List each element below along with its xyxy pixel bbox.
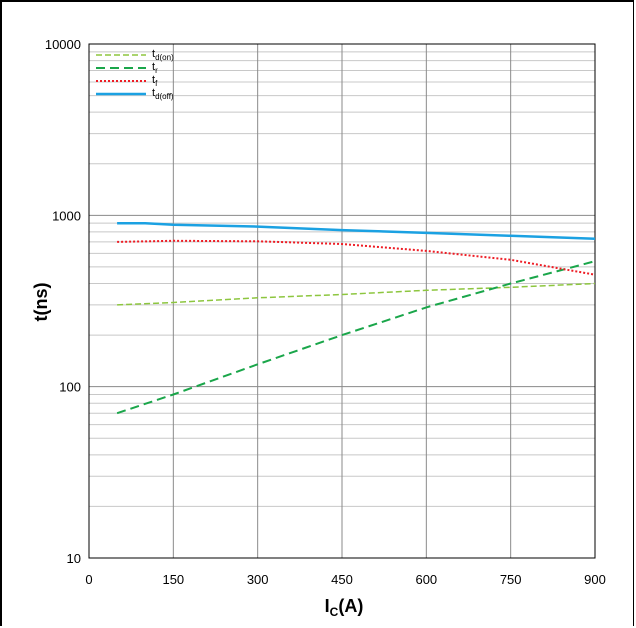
x-axis-ticks: 0 150 300 450 600 750 900	[85, 572, 605, 587]
y-axis-title: t(ns)	[31, 283, 51, 322]
legend-label: td(off)	[152, 87, 174, 101]
y-tick-label: 1000	[52, 208, 81, 223]
y-axis-ticks: 10 100 1000 10000	[45, 37, 81, 566]
series-line-tdoff	[117, 221, 596, 241]
x-tick-label: 150	[162, 572, 184, 587]
legend-label-sub: f	[155, 79, 158, 88]
series-line-tdon	[117, 282, 596, 306]
x-axis-title-sub: C	[330, 605, 339, 619]
y-tick-label: 10000	[45, 37, 81, 52]
legend-label-sub: d(on)	[155, 53, 174, 62]
legend-label-main: t	[152, 48, 155, 60]
major-gridlines	[88, 43, 596, 559]
legend-label-sub: r	[155, 66, 158, 75]
x-tick-label: 450	[331, 572, 353, 587]
x-axis-title-tail: (A)	[338, 596, 363, 616]
series-line-tf	[117, 239, 596, 276]
x-tick-label: 900	[584, 572, 606, 587]
legend-label-main: t	[152, 61, 155, 73]
y-tick-label: 100	[59, 380, 81, 395]
plot-area-border	[88, 43, 596, 559]
legend-label: td(on)	[152, 48, 174, 62]
series-line-tr	[116, 260, 596, 415]
x-axis-title-main: I	[325, 596, 330, 616]
legend-label-sub: d(off)	[155, 92, 174, 101]
x-tick-label: 0	[85, 572, 92, 587]
series-lines	[116, 221, 596, 415]
y-tick-label: 10	[67, 551, 81, 566]
x-tick-label: 300	[247, 572, 269, 587]
x-tick-label: 600	[415, 572, 437, 587]
legend-label: tf	[152, 74, 158, 88]
x-axis-title: IC(A)	[325, 596, 364, 619]
legend-label: tr	[152, 61, 158, 75]
legend-label-main: t	[152, 74, 155, 86]
legend-label-main: t	[152, 87, 155, 99]
x-tick-label: 750	[500, 572, 522, 587]
